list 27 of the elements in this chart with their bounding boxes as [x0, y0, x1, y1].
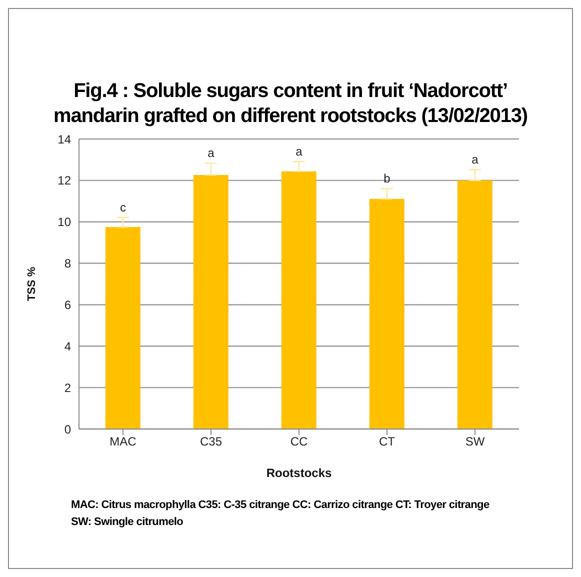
y-axis-title: TSS %	[26, 266, 38, 302]
y-tick-label: 12	[58, 174, 72, 188]
bar	[369, 198, 404, 429]
x-tick-label: MAC	[110, 434, 137, 449]
annotation: b	[384, 172, 391, 186]
annotation: a	[296, 144, 303, 159]
x-tick-label: C35	[200, 434, 222, 449]
annotation: c	[120, 200, 126, 214]
x-tick-label: SW	[465, 434, 486, 449]
bar	[105, 227, 140, 429]
x-tick-label: CC	[290, 434, 308, 449]
x-axis-title: Rootstocks	[266, 466, 332, 480]
x-tick-label: CT	[379, 434, 396, 449]
y-tick-label: 8	[64, 256, 72, 271]
y-tick-label: 0	[64, 422, 72, 436]
y-tick-label: 6	[64, 298, 72, 312]
chart-title: Fig.4 : Soluble sugars content in fruit ‘Nadorcott’ mandarin grafted on different rootstocks (13/02/2013)	[52, 79, 528, 129]
annotation: a	[472, 152, 479, 167]
text: MAC: Citrus macrophylla C35: C-35 citrange CC: Carrizo citrange CT: Troyer citrange SW: Swingle citrumelo	[70, 498, 490, 530]
bar	[281, 171, 316, 429]
y-tick-label: 2	[64, 380, 72, 395]
bar	[193, 175, 228, 429]
y-tick-label: 4	[64, 339, 72, 354]
y-tick-label: 10	[58, 215, 72, 230]
bar	[457, 180, 492, 429]
annotation: a	[208, 146, 215, 160]
y-tick-label: 14	[58, 132, 72, 146]
